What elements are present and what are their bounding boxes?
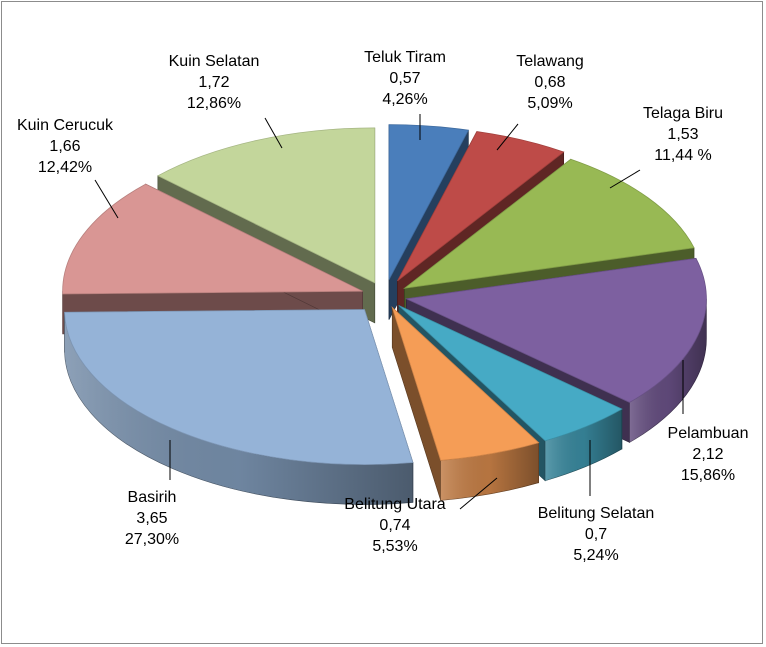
slice-side-shade — [64, 312, 413, 505]
label-category: Teluk Tiram — [364, 49, 446, 66]
label-value: 3,65 — [136, 510, 167, 527]
label-percent: 12,42% — [38, 159, 92, 176]
slice-top — [405, 257, 707, 403]
label-percent: 5,09% — [527, 95, 572, 112]
label-category: Kuin Selatan — [169, 53, 260, 70]
pie-slices — [62, 124, 707, 505]
leader-line — [459, 477, 498, 510]
label-category: Kuin Cerucuk — [17, 117, 114, 134]
data-label: Belitung Utara 0,74 5,53% — [344, 496, 445, 555]
label-value: 0,7 — [585, 526, 607, 543]
label-percent: 5,53% — [372, 538, 417, 555]
slice-top — [398, 305, 623, 442]
label-category: Telawang — [516, 53, 584, 70]
label-category: Basirih — [128, 489, 177, 506]
data-label: Teluk Tiram 0,57 4,26% — [364, 49, 446, 108]
label-value: 0,57 — [389, 70, 420, 87]
slice-top — [391, 306, 540, 461]
slice-top — [397, 131, 565, 282]
leader-line — [264, 117, 283, 149]
label-value: 2,12 — [692, 446, 723, 463]
label-percent: 27,30% — [125, 531, 179, 548]
label-percent: 5,24% — [573, 547, 618, 564]
data-label: Kuin Cerucuk 1,66 12,42% — [17, 117, 114, 176]
label-category: Telaga Biru — [643, 105, 723, 122]
slice-top — [64, 309, 414, 465]
leader-lines — [94, 114, 684, 510]
data-label: Belitung Selatan 0,7 5,24% — [538, 505, 655, 564]
data-label: Basirih 3,65 27,30% — [125, 489, 179, 548]
label-category: Pelambuan — [668, 425, 749, 442]
pie-slice-basirih — [64, 309, 414, 505]
label-percent: 11,44 % — [654, 147, 712, 164]
slice-top — [156, 127, 376, 284]
leader-line — [609, 169, 641, 189]
leader-line — [496, 123, 519, 151]
label-percent: 15,86% — [681, 467, 735, 484]
label-value: 1,66 — [49, 138, 80, 155]
leader-line — [94, 179, 119, 219]
data-label: Telaga Biru 1,53 11,44 % — [643, 105, 723, 164]
label-value: 1,72 — [198, 74, 229, 91]
label-category: Belitung Selatan — [538, 505, 655, 522]
label-category: Belitung Utara — [344, 496, 445, 513]
label-value: 0,68 — [534, 74, 565, 91]
label-value: 0,74 — [379, 517, 410, 534]
data-label: Telawang 0,68 5,09% — [516, 53, 584, 112]
slice-top — [62, 183, 363, 295]
pie-slice-belitung-utara — [391, 306, 540, 501]
data-labels: Teluk Tiram 0,57 4,26%Telawang 0,68 5,09%Tel… — [17, 49, 749, 564]
label-percent: 12,86% — [187, 95, 241, 112]
slice-top — [388, 124, 470, 280]
slice-side-shade — [629, 298, 707, 443]
label-value: 1,53 — [667, 126, 698, 143]
slice-side-shade — [545, 409, 622, 481]
slice-side-shade — [440, 442, 539, 501]
data-label: Pelambuan 2,12 15,86% — [668, 425, 749, 484]
data-label: Kuin Selatan 1,72 12,86% — [169, 53, 260, 112]
label-percent: 4,26% — [382, 91, 427, 108]
slice-top — [403, 158, 695, 289]
